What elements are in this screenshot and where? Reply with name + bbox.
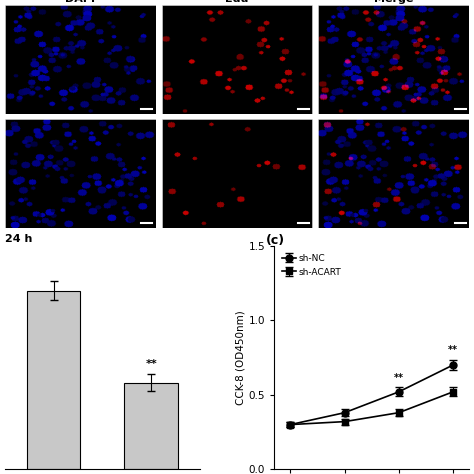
Title: DAPI: DAPI bbox=[65, 0, 95, 4]
Bar bbox=[124, 383, 178, 469]
Text: (c): (c) bbox=[266, 234, 285, 247]
Y-axis label: CCK-8 (OD450nm): CCK-8 (OD450nm) bbox=[236, 310, 246, 405]
Text: **: ** bbox=[145, 359, 157, 369]
Title: Edu: Edu bbox=[225, 0, 249, 4]
Text: 24 h: 24 h bbox=[5, 234, 32, 244]
Text: **: ** bbox=[394, 373, 404, 383]
Legend: sh-NC, sh-ACART: sh-NC, sh-ACART bbox=[279, 250, 345, 280]
Title: Merge: Merge bbox=[374, 0, 413, 4]
Bar bbox=[27, 291, 81, 469]
Text: **: ** bbox=[448, 346, 458, 356]
